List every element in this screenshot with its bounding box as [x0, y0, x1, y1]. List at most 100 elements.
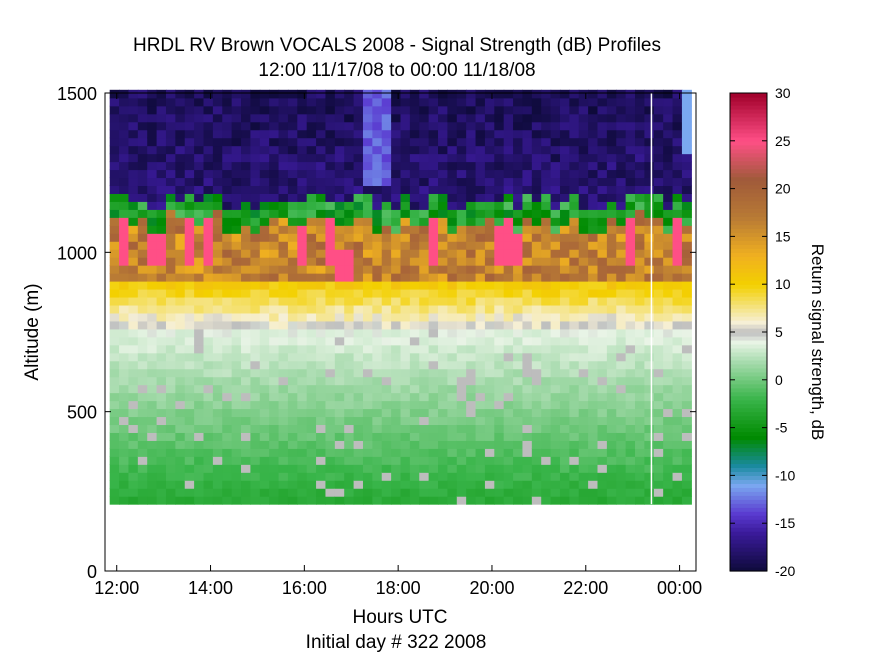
- heatmap-cell: [222, 400, 233, 410]
- heatmap-cell: [250, 384, 261, 394]
- heatmap-cell: [409, 304, 420, 314]
- heatmap-cell: [663, 105, 674, 115]
- heatmap-cell: [222, 296, 233, 306]
- heatmap-cell: [109, 328, 120, 338]
- heatmap-cell: [569, 424, 580, 433]
- heatmap-cell: [588, 145, 599, 155]
- heatmap-cell: [203, 137, 214, 147]
- heatmap-cell: [672, 312, 683, 322]
- heatmap-cell: [203, 97, 214, 107]
- heatmap-cell: [287, 265, 298, 274]
- heatmap-cell: [635, 193, 645, 202]
- heatmap-cell: [372, 368, 383, 378]
- heatmap-cell: [484, 488, 495, 497]
- heatmap-cell: [447, 161, 458, 171]
- heatmap-cell: [353, 384, 364, 394]
- heatmap-cell: [672, 193, 683, 202]
- heatmap-cell: [353, 209, 364, 218]
- heatmap-cell: [672, 129, 683, 139]
- heatmap-cell: [475, 89, 486, 99]
- colorbar-segment: [730, 248, 767, 253]
- heatmap-cell: [588, 241, 599, 250]
- heatmap-cell: [175, 456, 186, 465]
- heatmap-cell: [250, 145, 261, 155]
- heatmap-cell: [409, 464, 420, 473]
- heatmap-cell: [203, 177, 214, 187]
- colorbar-segment: [730, 180, 767, 186]
- heatmap-cell: [250, 193, 261, 202]
- heatmap-cell: [625, 145, 636, 155]
- heatmap-cell: [297, 288, 308, 298]
- heatmap-cell: [606, 225, 617, 234]
- heatmap-cell: [391, 456, 402, 465]
- heatmap-cell: [681, 368, 692, 378]
- heatmap-cell: [362, 496, 373, 505]
- heatmap-cell: [494, 464, 505, 473]
- heatmap-cell: [550, 209, 561, 218]
- heatmap-cell: [606, 241, 617, 250]
- heatmap-cell: [400, 360, 411, 370]
- heatmap-cell: [513, 456, 524, 465]
- heatmap-cell: [447, 408, 458, 418]
- heatmap-cell: [231, 336, 242, 346]
- heatmap-cell: [484, 456, 495, 465]
- heatmap-cell: [381, 265, 392, 274]
- heatmap-cell: [194, 201, 205, 210]
- heatmap-cell: [381, 241, 392, 250]
- heatmap-cell: [362, 145, 373, 155]
- heatmap-cell: [663, 288, 674, 298]
- heatmap-cell: [137, 225, 148, 234]
- heatmap-cell: [344, 281, 355, 290]
- heatmap-cell: [175, 169, 186, 179]
- heatmap-cell: [653, 265, 664, 274]
- heatmap-cell: [484, 209, 495, 218]
- heatmap-cell: [653, 137, 664, 147]
- heatmap-cell: [269, 320, 280, 330]
- heatmap-cell: [194, 209, 205, 218]
- heatmap-cell: [475, 177, 486, 187]
- heatmap-cell: [672, 113, 683, 123]
- heatmap-cell: [137, 241, 148, 250]
- heatmap-cell: [250, 496, 261, 505]
- heatmap-cell: [597, 440, 608, 449]
- heatmap-cell: [494, 121, 505, 131]
- heatmap-cell: [250, 281, 261, 290]
- heatmap-cell: [663, 281, 674, 290]
- heatmap-cell: [109, 376, 120, 386]
- heatmap-cell: [409, 209, 420, 218]
- heatmap-cell: [522, 185, 533, 194]
- heatmap-cell: [438, 384, 448, 394]
- heatmap-cell: [109, 304, 120, 314]
- heatmap-cell: [438, 233, 448, 242]
- heatmap-cell: [241, 129, 251, 139]
- heatmap-cell: [278, 440, 289, 449]
- heatmap-cell: [241, 89, 251, 99]
- heatmap-cell: [372, 424, 383, 433]
- heatmap-cell: [269, 296, 280, 306]
- heatmap-cell: [559, 145, 570, 155]
- colorbar-tick-label: 30: [775, 85, 791, 101]
- heatmap-cell: [156, 344, 167, 354]
- heatmap-cell: [231, 249, 242, 258]
- heatmap-cell: [475, 249, 486, 258]
- heatmap-cell: [522, 424, 533, 433]
- heatmap-cell: [588, 225, 599, 234]
- heatmap-cell: [475, 201, 486, 210]
- heatmap-cell: [681, 456, 692, 465]
- heatmap-cell: [147, 97, 158, 107]
- heatmap-cell: [616, 281, 627, 290]
- heatmap-cell: [184, 296, 195, 306]
- heatmap-cell: [259, 440, 270, 449]
- heatmap-cell: [606, 408, 617, 418]
- heatmap-cell: [531, 161, 542, 171]
- heatmap-cell: [606, 257, 617, 266]
- heatmap-cell: [316, 233, 327, 242]
- heatmap-cell: [466, 480, 477, 489]
- heatmap-cell: [391, 328, 402, 338]
- colorbar-segment: [730, 367, 767, 373]
- heatmap-cell: [241, 304, 251, 314]
- heatmap-cell: [588, 281, 599, 290]
- heatmap-cell: [635, 169, 645, 179]
- heatmap-cell: [559, 281, 570, 290]
- heatmap-cell: [344, 121, 355, 131]
